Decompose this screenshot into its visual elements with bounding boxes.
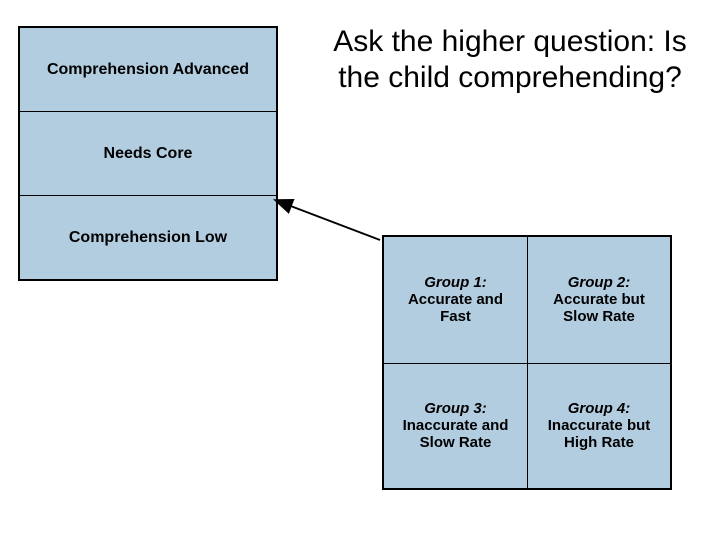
group-title: Group 1: [424, 274, 487, 291]
level-needs-core: Needs Core [20, 111, 276, 195]
group-desc: Accurate and Fast [392, 291, 519, 325]
main-heading: Ask the higher question: Is the child co… [330, 24, 690, 96]
group-3-cell: Group 3: Inaccurate and Slow Rate [384, 363, 527, 489]
group-1-cell: Group 1: Accurate and Fast [384, 237, 527, 363]
level-label: Comprehension Advanced [47, 61, 249, 79]
group-2-cell: Group 2: Accurate but Slow Rate [527, 237, 670, 363]
comprehension-levels-panel: Comprehension Advanced Needs Core Compre… [18, 26, 278, 281]
group-title: Group 3: [424, 400, 487, 417]
group-title: Group 2: [568, 274, 631, 291]
level-low: Comprehension Low [20, 195, 276, 279]
group-title: Group 4: [568, 400, 631, 417]
level-advanced: Comprehension Advanced [20, 28, 276, 111]
level-label: Needs Core [104, 145, 193, 163]
group-desc: Accurate but Slow Rate [536, 291, 662, 325]
group-4-cell: Group 4: Inaccurate but High Rate [527, 363, 670, 489]
group-desc: Inaccurate but High Rate [536, 417, 662, 451]
heading-text: Ask the higher question: Is the child co… [333, 25, 687, 94]
group-desc: Inaccurate and Slow Rate [392, 417, 519, 451]
arrow-icon [280, 190, 390, 260]
groups-grid: Group 1: Accurate and Fast Group 2: Accu… [382, 235, 672, 490]
level-label: Comprehension Low [69, 229, 227, 247]
